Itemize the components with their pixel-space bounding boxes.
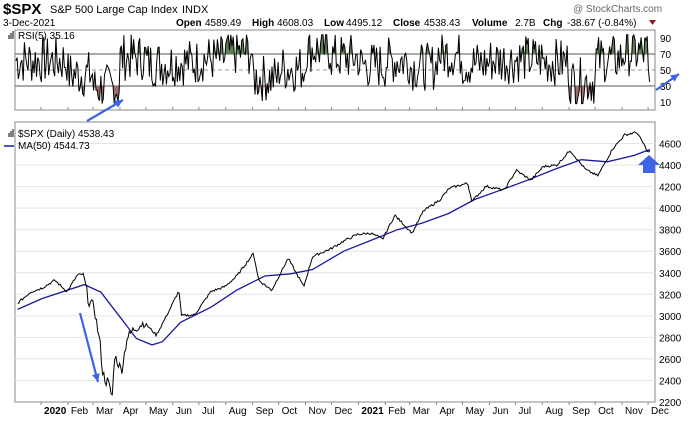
price-tick-label: 2200 — [659, 398, 682, 409]
x-tick-label: Oct — [282, 406, 298, 417]
high-label: High — [252, 18, 274, 29]
x-tick-label: 2021 — [361, 406, 384, 417]
panel-icon — [8, 129, 14, 137]
chg-value: -38.67 (-0.84%) — [567, 18, 636, 29]
x-tick-label: Mar — [413, 406, 431, 417]
volume-label: Volume — [472, 18, 508, 29]
x-tick-label: 2020 — [44, 406, 67, 417]
rsi-tick-label: 10 — [660, 98, 672, 109]
rsi-legend: RSI(5) 35.16 — [18, 31, 75, 42]
price-tick-label: 3400 — [659, 269, 682, 280]
down-triangle-icon — [649, 20, 656, 25]
ma50-line — [17, 148, 651, 346]
arrow-head — [670, 74, 679, 82]
x-tick-label: Apr — [439, 406, 455, 417]
x-tick-label: May — [149, 406, 168, 417]
price-tick-label: 3000 — [659, 312, 682, 323]
x-tick-label: Feb — [388, 406, 406, 417]
price-tick-label: 2600 — [659, 355, 682, 366]
arrow-head — [114, 100, 123, 108]
x-tick-label: Feb — [71, 406, 89, 417]
price-tick-label: 3200 — [659, 290, 682, 301]
low-value: 4495.12 — [346, 18, 383, 29]
price-tick-label: 4000 — [659, 204, 682, 215]
price-tick-label: 3600 — [659, 247, 682, 258]
x-tick-label: Nov — [625, 406, 643, 417]
open-value: 4589.49 — [205, 18, 242, 29]
x-tick-label: Dec — [651, 406, 669, 417]
annotation-arrows — [78, 73, 680, 383]
price-tick-label: 4200 — [659, 183, 682, 194]
price-line — [17, 131, 651, 396]
volume-value: 2.7B — [515, 18, 536, 29]
x-tick-label: Aug — [545, 406, 563, 417]
x-tick-label: Mar — [96, 406, 114, 417]
security-name: S&P 500 Large Cap Index — [50, 4, 178, 16]
date-label: 3-Dec-2021 — [3, 18, 56, 29]
rsi-tick-label: 90 — [660, 34, 672, 45]
x-tick-label: Jul — [202, 406, 215, 417]
price-frame — [14, 121, 656, 403]
rsi-tick-label: 70 — [660, 50, 672, 61]
exchange-label: INDX — [182, 4, 209, 16]
arrow-head — [92, 373, 100, 382]
low-label: Low — [324, 18, 344, 29]
price-tick-label: 2800 — [659, 333, 682, 344]
price-tick-label: 3800 — [659, 226, 682, 237]
high-value: 4608.03 — [277, 18, 314, 29]
chg-label: Chg — [543, 18, 562, 29]
price-legend: $SPX (Daily) 4538.43 — [18, 129, 115, 140]
price-tick-label: 4600 — [659, 140, 682, 151]
rsi-line — [15, 33, 651, 105]
x-tick-label: Apr — [123, 406, 139, 417]
price-tick-label: 2400 — [659, 376, 682, 387]
price-tick-label: 4400 — [659, 161, 682, 172]
close-value: 4538.43 — [424, 18, 461, 29]
rsi-panel: 10 30 50 70 90 — [14, 29, 672, 111]
rsi-tick-label: 50 — [660, 66, 672, 77]
x-tick-label: Nov — [309, 406, 327, 417]
close-label: Close — [393, 18, 421, 29]
up-arrow-shape — [638, 155, 660, 173]
panel-icon — [8, 31, 14, 39]
rsi-tick-label: 30 — [660, 82, 672, 93]
x-tick-label: Aug — [229, 406, 247, 417]
x-tick-label: Dec — [335, 406, 353, 417]
x-tick-label: May — [465, 406, 484, 417]
watermark: @ StockCharts.com — [573, 4, 662, 15]
ma-legend: MA(50) 4544.73 — [18, 141, 90, 152]
x-axis: 2020 Feb Mar Apr May Jun Jul Aug Sep Oct Nov Dec 202… — [15, 107, 669, 417]
x-tick-label: Oct — [598, 406, 614, 417]
up-arrow — [638, 155, 660, 173]
arrow — [86, 99, 124, 122]
symbol-label: $SPX — [3, 1, 41, 18]
arrow — [78, 312, 100, 383]
arrow-shaft — [78, 312, 100, 383]
price-panel: 2200 2400 2600 2800 3000 3200 3400 3600 3800 4000… — [14, 121, 682, 409]
x-tick-label: Sep — [572, 406, 590, 417]
x-tick-label: Jun — [176, 406, 192, 417]
x-tick-label: Jul — [518, 406, 531, 417]
x-tick-label: Sep — [256, 406, 274, 417]
open-label: Open — [176, 18, 202, 29]
arrow — [655, 73, 680, 91]
x-tick-label: Jun — [492, 406, 508, 417]
